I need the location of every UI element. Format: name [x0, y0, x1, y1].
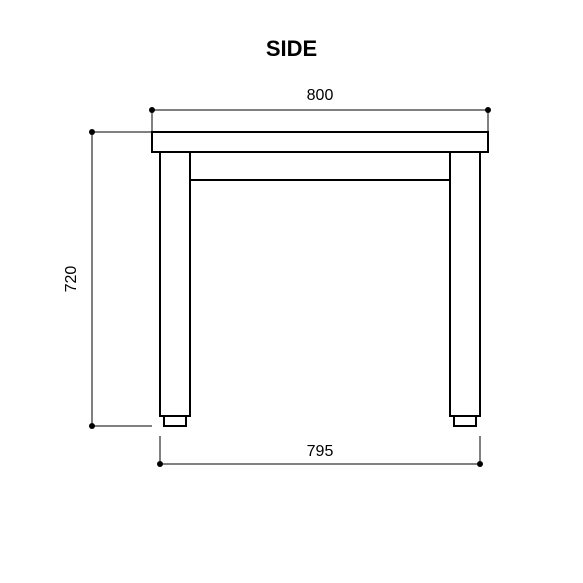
- technical-drawing: 800 720 795: [0, 0, 583, 583]
- dimension-bottom-width: 795: [307, 443, 334, 460]
- dimension-height: 720: [63, 266, 80, 293]
- dimension-top-width: 800: [307, 87, 334, 104]
